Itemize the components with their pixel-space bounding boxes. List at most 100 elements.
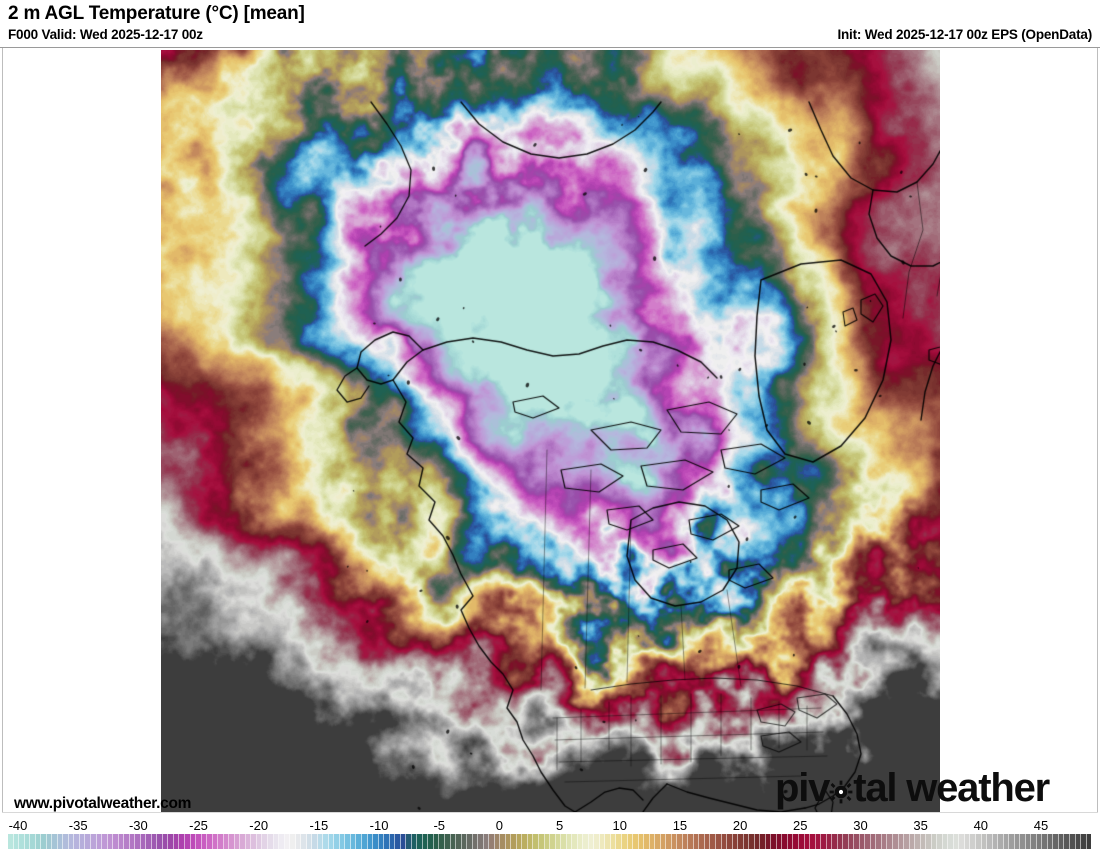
colorbar-segment xyxy=(649,834,656,849)
colorbar-segment xyxy=(52,834,58,849)
colorbar-segment xyxy=(1031,834,1037,849)
temperature-map-canvas[interactable] xyxy=(161,50,940,812)
colorbar-segment xyxy=(461,834,468,849)
colorbar-segment xyxy=(732,834,739,849)
colorbar-segment xyxy=(555,834,562,849)
colorbar-segment xyxy=(782,834,788,849)
logo-text-tal: tal xyxy=(853,766,897,810)
colorbar-segment xyxy=(439,834,445,849)
colorbar-segment xyxy=(444,834,451,849)
map-viewport[interactable] xyxy=(161,50,940,812)
colorbar-segment xyxy=(362,834,368,849)
colorbar-tick-label: 20 xyxy=(732,818,748,833)
colorbar-segment xyxy=(881,834,888,849)
colorbar-segment xyxy=(810,834,816,849)
colorbar-segment xyxy=(859,834,866,849)
colorbar[interactable] xyxy=(8,834,1092,849)
colorbar-segment xyxy=(793,834,799,849)
colorbar-segment xyxy=(240,834,246,849)
colorbar-segment xyxy=(356,834,362,849)
colorbar-tick-label: -20 xyxy=(249,818,269,833)
colorbar-segment xyxy=(644,834,650,849)
colorbar-segment xyxy=(804,834,811,849)
colorbar-segment xyxy=(843,834,849,849)
colorbar-segment xyxy=(1003,834,1010,849)
colorbar-segment xyxy=(478,834,484,849)
colorbar-segment xyxy=(798,834,805,849)
colorbar-segment xyxy=(162,834,169,849)
colorbar-segment xyxy=(727,834,733,849)
colorbar-segment xyxy=(151,834,158,849)
init-time-label: Init: Wed 2025-12-17 00z EPS (OpenData) xyxy=(837,27,1092,42)
colorbar-segment xyxy=(787,834,794,849)
colorbar-segment xyxy=(389,834,396,849)
colorbar-segment xyxy=(500,834,506,849)
colorbar-segment xyxy=(572,834,578,849)
colorbar-segment xyxy=(201,834,208,849)
panel-border-bottom xyxy=(2,812,1098,813)
colorbar-segment xyxy=(721,834,728,849)
gear-sun-icon xyxy=(829,780,853,804)
colorbar-segment xyxy=(35,834,42,849)
colorbar-segment xyxy=(395,834,401,849)
colorbar-segment xyxy=(1075,834,1082,849)
colorbar-segment xyxy=(1014,834,1021,849)
colorbar-segment xyxy=(207,834,213,849)
colorbar-segment xyxy=(467,834,473,849)
colorbar-segment xyxy=(1064,834,1070,849)
colorbar-segment xyxy=(85,834,91,849)
colorbar-segment xyxy=(1053,834,1059,849)
colorbar-segment xyxy=(655,834,661,849)
colorbar-segment xyxy=(107,834,114,849)
colorbar-segment xyxy=(898,834,905,849)
colorbar-segment xyxy=(1036,834,1043,849)
colorbar-segment xyxy=(472,834,479,849)
colorbar-segment xyxy=(411,834,418,849)
colorbar-segment xyxy=(350,834,357,849)
colorbar-tick-label: -25 xyxy=(189,818,208,833)
colorbar-tick-label: -35 xyxy=(68,818,88,833)
colorbar-segment xyxy=(539,834,545,849)
colorbar-segment xyxy=(677,834,683,849)
colorbar-segment xyxy=(185,834,191,849)
colorbar-segment xyxy=(30,834,36,849)
colorbar-segment xyxy=(102,834,108,849)
colorbar-segment xyxy=(290,834,296,849)
header: 2 m AGL Temperature (°C) [mean] F000 Val… xyxy=(0,0,1100,48)
colorbar-segment xyxy=(494,834,501,849)
colorbar-segment xyxy=(129,834,136,849)
colorbar-tick-label: -10 xyxy=(369,818,389,833)
colorbar-segment xyxy=(284,834,291,849)
colorbar-segment xyxy=(964,834,971,849)
colorbar-segment xyxy=(975,834,982,849)
logo-text-pivot: piv xyxy=(775,766,830,810)
colorbar-segment xyxy=(566,834,573,849)
colorbar-segment xyxy=(196,834,202,849)
colorbar-segment xyxy=(212,834,219,849)
colorbar-segment xyxy=(633,834,639,849)
colorbar-segment xyxy=(693,834,700,849)
colorbar-segment xyxy=(926,834,932,849)
colorbar-segment xyxy=(716,834,722,849)
colorbar-tick-label: 15 xyxy=(672,818,688,833)
colorbar-segment xyxy=(79,834,86,849)
colorbar-segment xyxy=(522,834,528,849)
colorbar-segment xyxy=(948,834,954,849)
colorbar-segment xyxy=(74,834,80,849)
panel-divider-top xyxy=(0,47,1100,48)
colorbar-segment xyxy=(229,834,235,849)
colorbar-tick-label: 5 xyxy=(555,818,564,833)
colorbar-segment xyxy=(621,834,628,849)
colorbar-segment xyxy=(301,834,307,849)
colorbar-segment xyxy=(610,834,617,849)
colorbar-segment xyxy=(273,834,280,849)
colorbar-segment xyxy=(987,834,993,849)
colorbar-segment xyxy=(616,834,622,849)
colorbar-segment xyxy=(63,834,69,849)
colorbar-segment xyxy=(68,834,75,849)
colorbar-segment xyxy=(306,834,313,849)
colorbar-segment xyxy=(57,834,64,849)
colorbar-segment xyxy=(743,834,750,849)
colorbar-segment xyxy=(384,834,390,849)
colorbar-segment xyxy=(8,834,14,849)
